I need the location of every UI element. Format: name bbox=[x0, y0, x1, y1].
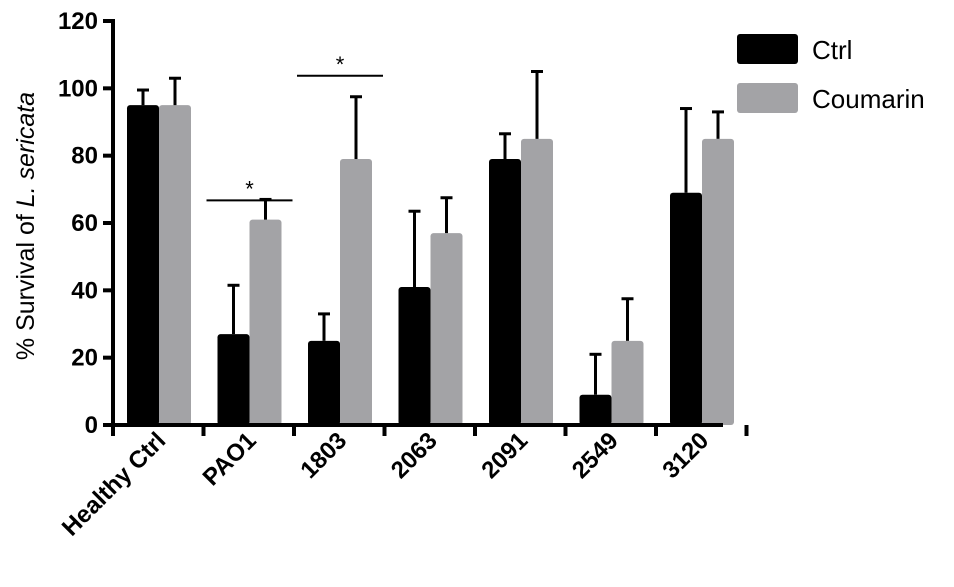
bar-ctrl bbox=[398, 286, 431, 425]
x-tick-label: 2063 bbox=[386, 427, 443, 484]
bar-coumarin bbox=[521, 138, 553, 426]
significance-star: * bbox=[245, 176, 254, 201]
x-tick-label: 2549 bbox=[567, 427, 624, 484]
bar-coumarin bbox=[159, 105, 191, 426]
y-tick-label: 20 bbox=[71, 345, 98, 372]
x-tick-label: 2091 bbox=[476, 427, 533, 484]
y-tick-label: 40 bbox=[71, 277, 98, 304]
x-tick-label: 1803 bbox=[295, 427, 352, 484]
y-tick-label: 120 bbox=[58, 8, 98, 35]
bar-coumarin bbox=[249, 219, 282, 425]
error-bars bbox=[137, 70, 724, 395]
bar-ctrl bbox=[489, 159, 521, 426]
bar-ctrl bbox=[308, 340, 340, 425]
bar-ctrl bbox=[127, 105, 159, 426]
bar-ctrl bbox=[217, 334, 250, 425]
x-tick-label: Healthy Ctrl bbox=[57, 427, 171, 541]
legend-label-coumarin: Coumarin bbox=[812, 84, 925, 114]
bar-coumarin bbox=[430, 233, 463, 425]
y-axis-label-species: L. sericata bbox=[12, 92, 40, 207]
svg-text:% Survival of L. sericata: % Survival of L. sericata bbox=[12, 92, 40, 360]
y-tick-label: 0 bbox=[85, 412, 98, 439]
y-tick-label: 60 bbox=[71, 210, 98, 237]
bar-coumarin bbox=[702, 138, 734, 426]
x-axis: Healthy Ctrl PAO1 1803 2063 2091 2549 3120 bbox=[57, 423, 749, 541]
y-axis-label-text: % Survival of bbox=[12, 207, 40, 360]
y-tick-label: 80 bbox=[71, 143, 98, 170]
significance-markers: ** bbox=[206, 52, 383, 202]
legend-label-ctrl: Ctrl bbox=[812, 35, 852, 65]
x-tick-label: 3120 bbox=[657, 427, 714, 484]
y-tick-label: 100 bbox=[58, 75, 98, 102]
y-axis-label: % Survival of L. sericata bbox=[12, 92, 40, 360]
y-axis: 0 20 40 60 80 100 120 bbox=[58, 8, 115, 439]
bars bbox=[127, 105, 734, 426]
legend-swatch-coumarin bbox=[737, 83, 798, 113]
bar-coumarin bbox=[340, 159, 372, 426]
bar-ctrl bbox=[670, 192, 702, 425]
x-tick-label: PAO1 bbox=[198, 427, 262, 491]
bar-ctrl bbox=[579, 394, 612, 425]
legend-swatch-ctrl bbox=[737, 34, 798, 64]
bar-coumarin bbox=[611, 340, 644, 425]
significance-star: * bbox=[336, 52, 345, 77]
legend: Ctrl Coumarin bbox=[737, 34, 925, 114]
